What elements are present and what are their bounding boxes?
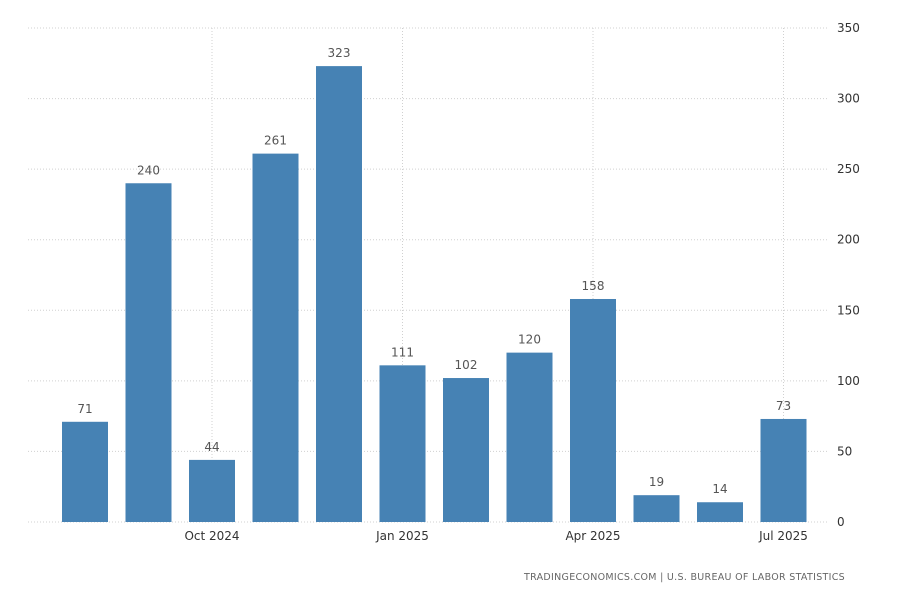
- y-tick-label: 300: [837, 92, 860, 106]
- data-labels: 71 240 44 261 323 111 102 120 158 19 14 73: [77, 46, 791, 496]
- y-tick-label: 350: [837, 21, 860, 35]
- x-tick-label: Jan 2025: [375, 529, 429, 543]
- bar: [506, 352, 553, 522]
- data-label: 73: [776, 399, 791, 413]
- y-tick-label: 150: [837, 303, 860, 317]
- data-label: 71: [77, 402, 92, 416]
- y-tick-label: 50: [837, 444, 852, 458]
- bar: [62, 421, 108, 522]
- bar: [633, 495, 680, 522]
- data-label: 44: [204, 440, 219, 454]
- data-label: 120: [518, 333, 541, 347]
- source-credit: TRADINGECONOMICS.COM | U.S. BUREAU OF LA…: [523, 572, 845, 583]
- data-label: 240: [137, 163, 160, 177]
- x-tick-label: Apr 2025: [565, 529, 620, 543]
- data-label: 261: [264, 134, 287, 148]
- grid-lines: [28, 27, 828, 523]
- bar: [125, 183, 172, 522]
- bar: [760, 418, 807, 522]
- x-tick-label: Oct 2024: [184, 529, 239, 543]
- bar: [189, 459, 235, 522]
- x-tick-label: Jul 2025: [758, 529, 808, 543]
- data-label: 111: [391, 345, 414, 359]
- y-axis: 0 50 100 150 200 250 300 350: [837, 21, 860, 529]
- y-tick-label: 200: [837, 233, 860, 247]
- y-tick-label: 250: [837, 162, 860, 176]
- bar: [252, 153, 299, 523]
- bar: [379, 365, 426, 522]
- y-tick-label: 100: [837, 374, 860, 388]
- data-label: 323: [328, 46, 351, 60]
- bar: [443, 378, 489, 522]
- data-label: 19: [649, 475, 664, 489]
- bars: [62, 66, 807, 523]
- x-axis: Oct 2024 Jan 2025 Apr 2025 Jul 2025: [184, 529, 807, 543]
- data-label: 14: [712, 482, 727, 496]
- bar: [316, 66, 362, 522]
- data-label: 158: [582, 279, 605, 293]
- y-tick-label: 0: [837, 515, 845, 529]
- bar: [697, 502, 743, 522]
- bar: [570, 298, 616, 522]
- data-label: 102: [455, 358, 478, 372]
